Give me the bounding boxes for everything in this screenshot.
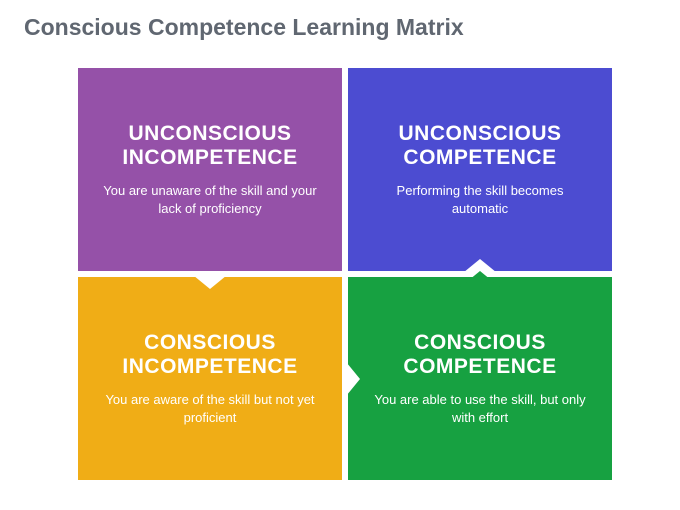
quadrant-desc: Performing the skill becomes automatic [372,182,588,217]
quadrant-heading: UNCONSCIOUS COMPETENCE [372,122,588,170]
quadrant-heading: CONSCIOUS COMPETENCE [372,331,588,379]
quadrant-heading: CONSCIOUS INCOMPETENCE [102,331,318,379]
learning-matrix: UNCONSCIOUS INCOMPETENCE You are unaware… [78,68,612,480]
page-title: Conscious Competence Learning Matrix [0,0,680,49]
quadrant-heading: UNCONSCIOUS INCOMPETENCE [102,122,318,170]
quadrant-desc: You are aware of the skill but not yet p… [102,391,318,426]
arrow-up-icon [458,271,502,289]
quadrant-unconscious-competence: UNCONSCIOUS COMPETENCE Performing the sk… [348,68,612,271]
quadrant-desc: You are able to use the skill, but only … [372,391,588,426]
quadrant-desc: You are unaware of the skill and your la… [102,182,318,217]
arrow-cutout-icon [188,271,232,289]
quadrant-conscious-incompetence: CONSCIOUS INCOMPETENCE You are aware of … [78,277,342,480]
arrow-cutout-icon [342,357,360,401]
quadrant-unconscious-incompetence: UNCONSCIOUS INCOMPETENCE You are unaware… [78,68,342,271]
quadrant-conscious-competence: CONSCIOUS COMPETENCE You are able to use… [348,277,612,480]
